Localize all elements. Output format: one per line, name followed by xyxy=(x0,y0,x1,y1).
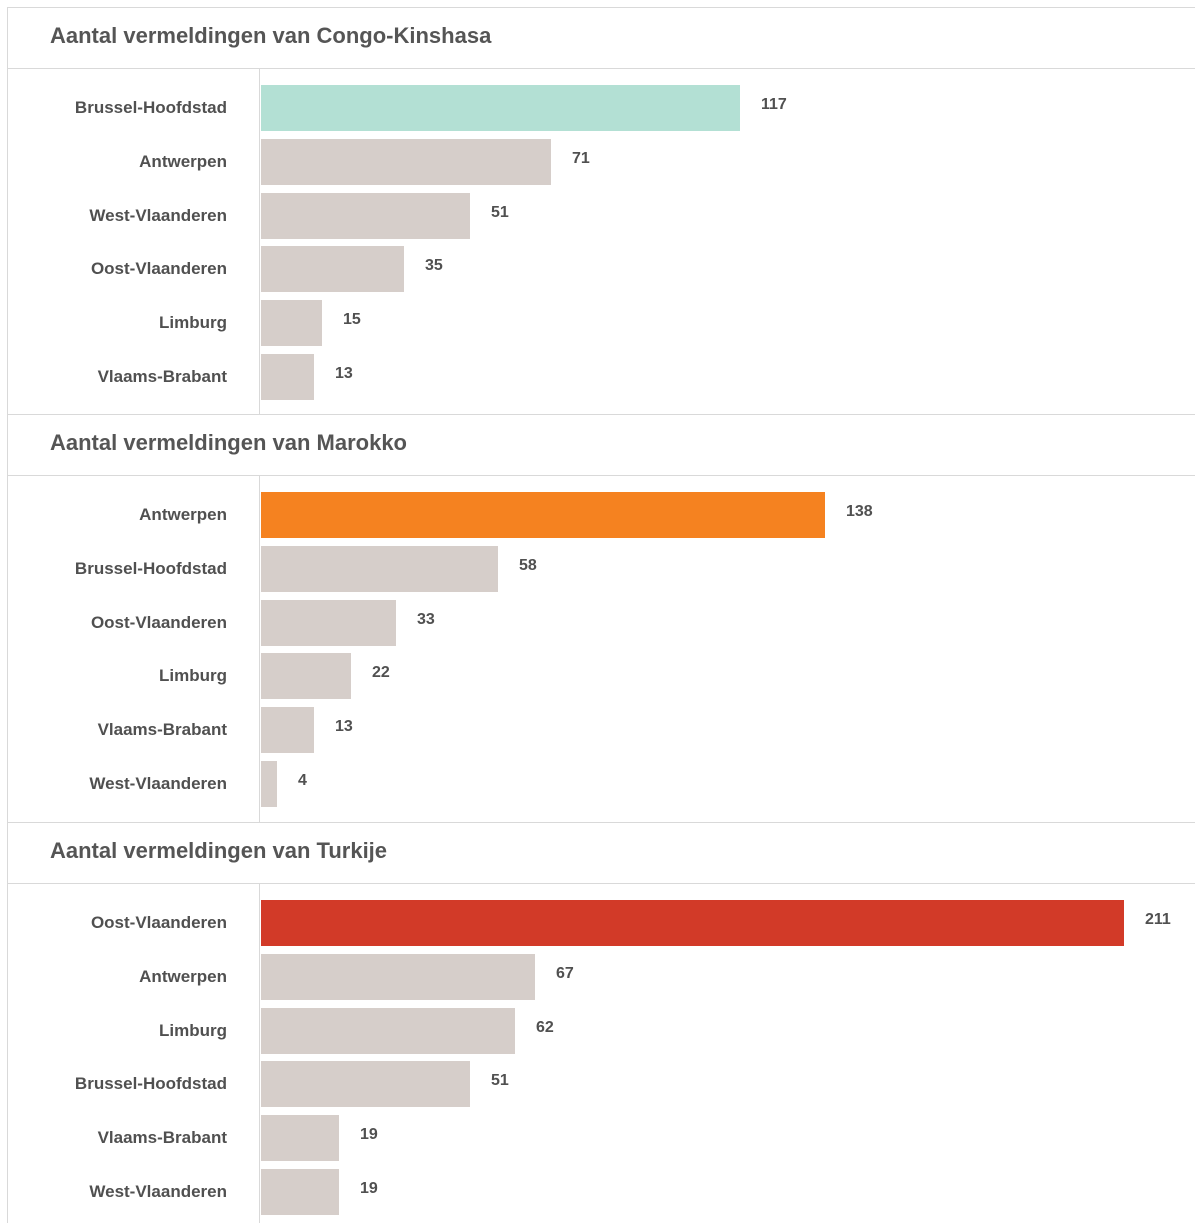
value-label: 51 xyxy=(491,1072,509,1089)
value-label: 67 xyxy=(556,965,574,982)
chart-title: Aantal vermeldingen van Congo-Kinshasa xyxy=(50,23,492,48)
category-label: Brussel-Hoofdstad xyxy=(74,559,227,578)
chart-title: Aantal vermeldingen van Marokko xyxy=(50,430,407,455)
category-label: Antwerpen xyxy=(139,967,227,986)
category-label: Limburg xyxy=(159,313,227,332)
category-label: Vlaams-Brabant xyxy=(97,367,227,386)
bar[interactable] xyxy=(261,954,535,1000)
category-axis-line xyxy=(259,476,260,822)
value-label: 51 xyxy=(491,204,509,221)
bar[interactable] xyxy=(261,85,740,131)
value-label: 58 xyxy=(519,557,537,574)
category-label: Oost-Vlaanderen xyxy=(90,913,227,932)
value-label: 117 xyxy=(761,96,787,113)
value-label: 13 xyxy=(335,718,353,735)
category-label: Brussel-Hoofdstad xyxy=(74,98,227,117)
bar[interactable] xyxy=(261,492,825,538)
value-label: 4 xyxy=(298,772,307,789)
bar[interactable] xyxy=(261,1169,339,1215)
value-label: 71 xyxy=(572,150,590,167)
chart-panel: Aantal vermeldingen van Turkije Oost-Vlaa… xyxy=(7,822,1195,1223)
category-label: Antwerpen xyxy=(139,505,227,524)
value-label: 211 xyxy=(1145,911,1171,928)
category-axis-line xyxy=(259,69,260,414)
chart-header: Aantal vermeldingen van Turkije xyxy=(8,822,1195,884)
category-label: Antwerpen xyxy=(139,152,227,171)
bar[interactable] xyxy=(261,1008,515,1054)
bar[interactable] xyxy=(261,1115,339,1161)
bar[interactable] xyxy=(261,546,498,592)
chart-header: Aantal vermeldingen van Congo-Kinshasa xyxy=(8,7,1195,69)
bar[interactable] xyxy=(261,139,551,185)
category-label: West-Vlaanderen xyxy=(89,206,227,225)
chart-panel: Aantal vermeldingen van Congo-Kinshasa Br… xyxy=(7,7,1195,414)
bar[interactable] xyxy=(261,246,404,292)
bar[interactable] xyxy=(261,707,314,753)
bar[interactable] xyxy=(261,761,277,807)
chart-header: Aantal vermeldingen van Marokko xyxy=(8,414,1195,476)
bar[interactable] xyxy=(261,193,470,239)
category-label: Vlaams-Brabant xyxy=(97,1128,227,1147)
chart-panel: Aantal vermeldingen van Marokko Antwerpen… xyxy=(7,414,1195,822)
category-label: West-Vlaanderen xyxy=(89,1182,227,1201)
bar[interactable] xyxy=(261,354,314,400)
value-label: 33 xyxy=(417,611,435,628)
value-label: 15 xyxy=(343,311,361,328)
bar[interactable] xyxy=(261,900,1124,946)
category-label: West-Vlaanderen xyxy=(89,774,227,793)
bar[interactable] xyxy=(261,1061,470,1107)
value-label: 35 xyxy=(425,257,443,274)
value-label: 62 xyxy=(536,1019,554,1036)
category-label: Oost-Vlaanderen xyxy=(90,613,227,632)
value-label: 13 xyxy=(335,365,353,382)
value-label: 22 xyxy=(372,664,390,681)
category-label: Limburg xyxy=(159,666,227,685)
value-label: 19 xyxy=(360,1126,378,1143)
bar[interactable] xyxy=(261,600,396,646)
chart-title: Aantal vermeldingen van Turkije xyxy=(50,838,388,863)
category-label: Brussel-Hoofdstad xyxy=(74,1074,227,1093)
category-label: Vlaams-Brabant xyxy=(97,720,227,739)
bar[interactable] xyxy=(261,300,322,346)
value-label: 19 xyxy=(360,1180,378,1197)
category-label: Limburg xyxy=(159,1021,227,1040)
category-axis-line xyxy=(259,884,260,1223)
bar[interactable] xyxy=(261,653,351,699)
category-label: Oost-Vlaanderen xyxy=(90,259,227,278)
value-label: 138 xyxy=(846,503,873,520)
